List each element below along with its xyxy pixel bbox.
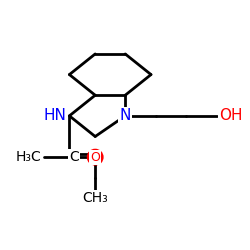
Text: O: O: [90, 151, 100, 164]
Text: CH₃: CH₃: [82, 192, 108, 205]
Text: C: C: [70, 150, 79, 164]
Text: OH: OH: [219, 108, 242, 123]
Text: N: N: [120, 108, 131, 123]
Text: H₃C: H₃C: [16, 150, 41, 164]
Text: HN: HN: [44, 108, 66, 123]
